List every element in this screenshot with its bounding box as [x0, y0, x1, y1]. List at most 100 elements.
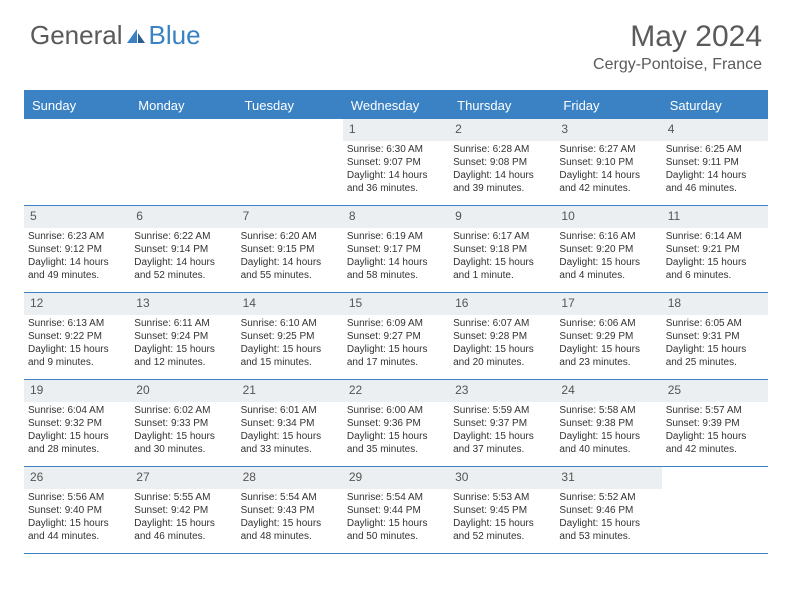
- daylight-line: Daylight: 15 hours: [134, 430, 232, 443]
- daylight-line: and 30 minutes.: [134, 443, 232, 456]
- day-number: 29: [343, 467, 449, 489]
- day-cell: 11Sunrise: 6:14 AMSunset: 9:21 PMDayligh…: [662, 206, 768, 292]
- sunset-line: Sunset: 9:25 PM: [241, 330, 339, 343]
- daylight-line: Daylight: 15 hours: [453, 517, 551, 530]
- daylight-line: and 58 minutes.: [347, 269, 445, 282]
- sunrise-line: Sunrise: 6:25 AM: [666, 143, 764, 156]
- day-cell: 6Sunrise: 6:22 AMSunset: 9:14 PMDaylight…: [130, 206, 236, 292]
- day-cell-body: Sunrise: 6:02 AMSunset: 9:33 PMDaylight:…: [130, 404, 236, 460]
- sunrise-line: Sunrise: 5:55 AM: [134, 491, 232, 504]
- sunrise-line: Sunrise: 6:19 AM: [347, 230, 445, 243]
- day-cell: 16Sunrise: 6:07 AMSunset: 9:28 PMDayligh…: [449, 293, 555, 379]
- week-row: 26Sunrise: 5:56 AMSunset: 9:40 PMDayligh…: [24, 467, 768, 554]
- daylight-line: and 52 minutes.: [453, 530, 551, 543]
- sunrise-line: Sunrise: 6:05 AM: [666, 317, 764, 330]
- day-number: 30: [449, 467, 555, 489]
- sunrise-line: Sunrise: 6:07 AM: [453, 317, 551, 330]
- sunrise-line: Sunrise: 6:30 AM: [347, 143, 445, 156]
- sunset-line: Sunset: 9:46 PM: [559, 504, 657, 517]
- day-number: 5: [24, 206, 130, 228]
- day-cell: 27Sunrise: 5:55 AMSunset: 9:42 PMDayligh…: [130, 467, 236, 553]
- sunset-line: Sunset: 9:31 PM: [666, 330, 764, 343]
- sunset-line: Sunset: 9:28 PM: [453, 330, 551, 343]
- daylight-line: Daylight: 15 hours: [134, 343, 232, 356]
- day-cell-body: Sunrise: 6:09 AMSunset: 9:27 PMDaylight:…: [343, 317, 449, 373]
- day-number: 7: [237, 206, 343, 228]
- sunset-line: Sunset: 9:15 PM: [241, 243, 339, 256]
- day-cell: [662, 467, 768, 553]
- brand-logo: General Blue: [30, 20, 201, 51]
- daylight-line: and 49 minutes.: [28, 269, 126, 282]
- sunrise-line: Sunrise: 6:11 AM: [134, 317, 232, 330]
- day-cell-body: Sunrise: 6:01 AMSunset: 9:34 PMDaylight:…: [237, 404, 343, 460]
- day-number: 14: [237, 293, 343, 315]
- day-number: 13: [130, 293, 236, 315]
- sunset-line: Sunset: 9:11 PM: [666, 156, 764, 169]
- day-cell: 22Sunrise: 6:00 AMSunset: 9:36 PMDayligh…: [343, 380, 449, 466]
- day-number: 21: [237, 380, 343, 402]
- daylight-line: Daylight: 14 hours: [559, 169, 657, 182]
- calendar-grid: SundayMondayTuesdayWednesdayThursdayFrid…: [24, 90, 768, 554]
- daylight-line: Daylight: 15 hours: [241, 343, 339, 356]
- day-number: 8: [343, 206, 449, 228]
- sunrise-line: Sunrise: 5:54 AM: [347, 491, 445, 504]
- sunrise-line: Sunrise: 5:56 AM: [28, 491, 126, 504]
- day-cell-body: Sunrise: 5:53 AMSunset: 9:45 PMDaylight:…: [449, 491, 555, 547]
- day-cell-body: Sunrise: 6:13 AMSunset: 9:22 PMDaylight:…: [24, 317, 130, 373]
- sunset-line: Sunset: 9:39 PM: [666, 417, 764, 430]
- sunrise-line: Sunrise: 6:20 AM: [241, 230, 339, 243]
- daylight-line: and 39 minutes.: [453, 182, 551, 195]
- daylight-line: Daylight: 14 hours: [241, 256, 339, 269]
- sunrise-line: Sunrise: 6:22 AM: [134, 230, 232, 243]
- day-cell-body: Sunrise: 6:23 AMSunset: 9:12 PMDaylight:…: [24, 230, 130, 286]
- day-cell: 18Sunrise: 6:05 AMSunset: 9:31 PMDayligh…: [662, 293, 768, 379]
- daylight-line: Daylight: 15 hours: [28, 343, 126, 356]
- sail-icon: [125, 27, 147, 45]
- sunrise-line: Sunrise: 6:09 AM: [347, 317, 445, 330]
- day-cell-body: Sunrise: 6:28 AMSunset: 9:08 PMDaylight:…: [449, 143, 555, 199]
- sunrise-line: Sunrise: 6:14 AM: [666, 230, 764, 243]
- day-number: 6: [130, 206, 236, 228]
- day-number: 10: [555, 206, 661, 228]
- daylight-line: Daylight: 15 hours: [666, 430, 764, 443]
- sunset-line: Sunset: 9:36 PM: [347, 417, 445, 430]
- sunset-line: Sunset: 9:45 PM: [453, 504, 551, 517]
- sunrise-line: Sunrise: 6:01 AM: [241, 404, 339, 417]
- daylight-line: Daylight: 15 hours: [559, 430, 657, 443]
- sunrise-line: Sunrise: 6:06 AM: [559, 317, 657, 330]
- sunset-line: Sunset: 9:43 PM: [241, 504, 339, 517]
- daylight-line: and 4 minutes.: [559, 269, 657, 282]
- sunset-line: Sunset: 9:17 PM: [347, 243, 445, 256]
- day-header: Wednesday: [343, 92, 449, 119]
- sunset-line: Sunset: 9:34 PM: [241, 417, 339, 430]
- daylight-line: and 15 minutes.: [241, 356, 339, 369]
- day-cell: 25Sunrise: 5:57 AMSunset: 9:39 PMDayligh…: [662, 380, 768, 466]
- daylight-line: Daylight: 15 hours: [453, 256, 551, 269]
- daylight-line: and 46 minutes.: [666, 182, 764, 195]
- day-number: 22: [343, 380, 449, 402]
- day-cell-body: Sunrise: 6:04 AMSunset: 9:32 PMDaylight:…: [24, 404, 130, 460]
- day-header: Saturday: [662, 92, 768, 119]
- brand-part2: Blue: [149, 20, 201, 51]
- sunset-line: Sunset: 9:08 PM: [453, 156, 551, 169]
- daylight-line: and 35 minutes.: [347, 443, 445, 456]
- day-cell-body: Sunrise: 6:00 AMSunset: 9:36 PMDaylight:…: [343, 404, 449, 460]
- daylight-line: Daylight: 15 hours: [347, 343, 445, 356]
- day-header: Sunday: [24, 92, 130, 119]
- title-block: May 2024 Cergy-Pontoise, France: [593, 20, 762, 74]
- sunset-line: Sunset: 9:12 PM: [28, 243, 126, 256]
- sunset-line: Sunset: 9:24 PM: [134, 330, 232, 343]
- sunrise-line: Sunrise: 6:13 AM: [28, 317, 126, 330]
- day-cell: 1Sunrise: 6:30 AMSunset: 9:07 PMDaylight…: [343, 119, 449, 205]
- sunset-line: Sunset: 9:42 PM: [134, 504, 232, 517]
- page-header: General Blue May 2024 Cergy-Pontoise, Fr…: [0, 0, 792, 82]
- sunrise-line: Sunrise: 6:00 AM: [347, 404, 445, 417]
- day-number: 17: [555, 293, 661, 315]
- daylight-line: and 9 minutes.: [28, 356, 126, 369]
- day-cell: 7 Sunrise: 6:20 AMSunset: 9:15 PMDaylight…: [237, 206, 343, 292]
- day-cell: 4Sunrise: 6:25 AMSunset: 9:11 PMDaylight…: [662, 119, 768, 205]
- day-number: 1: [343, 119, 449, 141]
- day-number: 12: [24, 293, 130, 315]
- day-number: 31: [555, 467, 661, 489]
- day-header-row: SundayMondayTuesdayWednesdayThursdayFrid…: [24, 92, 768, 119]
